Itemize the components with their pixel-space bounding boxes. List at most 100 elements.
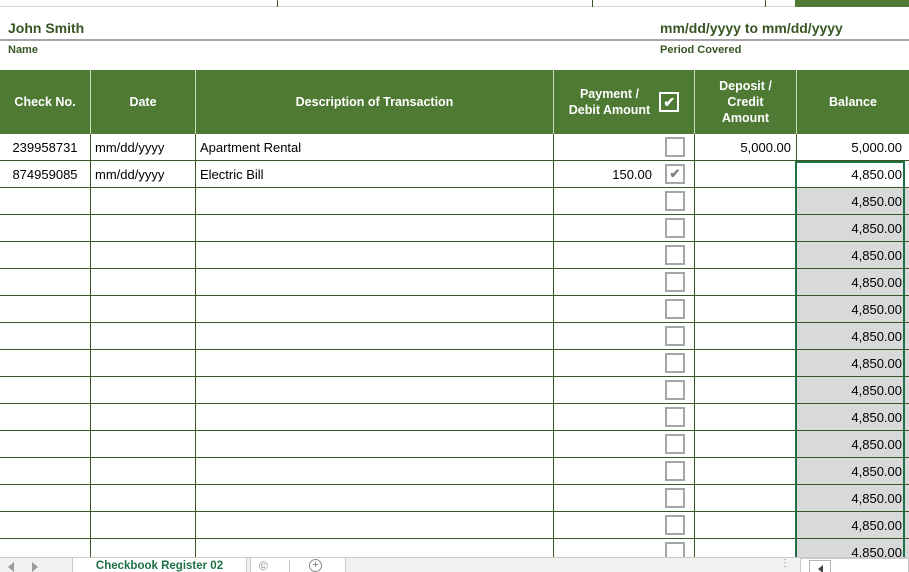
payment-cell[interactable] (554, 134, 695, 160)
deposit-cell[interactable] (695, 431, 797, 457)
deposit-cell[interactable] (695, 539, 797, 557)
description-cell[interactable] (196, 215, 554, 241)
deposit-cell[interactable] (695, 485, 797, 511)
date-cell[interactable] (91, 377, 196, 403)
next-sheet-icon[interactable] (32, 562, 38, 572)
check-no-cell[interactable] (0, 350, 91, 376)
check-no-cell[interactable] (0, 323, 91, 349)
payment-cell[interactable] (554, 350, 695, 376)
payment-cell[interactable] (554, 404, 695, 430)
payment-cell[interactable] (554, 188, 695, 214)
date-cell[interactable]: mm/dd/yyyy (91, 161, 196, 187)
date-cell[interactable] (91, 485, 196, 511)
cleared-checkbox[interactable] (665, 353, 685, 373)
date-cell[interactable] (91, 242, 196, 268)
description-cell[interactable] (196, 431, 554, 457)
balance-cell[interactable]: 4,850.00 (797, 215, 909, 241)
account-holder-name[interactable]: John Smith (8, 20, 85, 36)
balance-cell[interactable]: 4,850.00 (797, 485, 909, 511)
date-cell[interactable] (91, 512, 196, 538)
deposit-cell[interactable] (695, 188, 797, 214)
payment-cell[interactable] (554, 485, 695, 511)
balance-cell[interactable]: 4,850.00 (797, 269, 909, 295)
balance-cell[interactable]: 4,850.00 (797, 377, 909, 403)
check-no-cell[interactable]: 874959085 (0, 161, 91, 187)
date-cell[interactable] (91, 431, 196, 457)
cleared-checkbox[interactable] (665, 218, 685, 238)
payment-cell[interactable] (554, 296, 695, 322)
date-cell[interactable] (91, 296, 196, 322)
cleared-checkbox[interactable] (665, 299, 685, 319)
cleared-checkbox[interactable] (665, 245, 685, 265)
description-cell[interactable] (196, 485, 554, 511)
check-no-cell[interactable] (0, 188, 91, 214)
cleared-checkbox[interactable] (665, 488, 685, 508)
description-cell[interactable] (196, 458, 554, 484)
deposit-cell[interactable]: 5,000.00 (695, 134, 797, 160)
check-no-cell[interactable] (0, 296, 91, 322)
balance-cell[interactable]: 4,850.00 (797, 188, 909, 214)
balance-cell[interactable]: 4,850.00 (797, 404, 909, 430)
date-cell[interactable] (91, 404, 196, 430)
payment-cell[interactable] (554, 512, 695, 538)
cleared-checkbox[interactable] (665, 326, 685, 346)
payment-cell[interactable] (554, 458, 695, 484)
balance-cell[interactable]: 4,850.00 (797, 512, 909, 538)
cleared-checkbox[interactable] (665, 461, 685, 481)
balance-cell[interactable]: 4,850.00 (797, 296, 909, 322)
cleared-checkbox[interactable] (665, 515, 685, 535)
deposit-cell[interactable] (695, 350, 797, 376)
cleared-checkbox[interactable] (665, 272, 685, 292)
description-cell[interactable] (196, 188, 554, 214)
cleared-checkbox[interactable] (665, 380, 685, 400)
description-cell[interactable] (196, 269, 554, 295)
date-cell[interactable] (91, 269, 196, 295)
cleared-checkbox[interactable] (665, 542, 685, 557)
period-covered-value[interactable]: mm/dd/yyyy to mm/dd/yyyy (660, 20, 843, 36)
deposit-cell[interactable] (695, 458, 797, 484)
payment-cell[interactable] (554, 323, 695, 349)
check-no-cell[interactable] (0, 431, 91, 457)
description-cell[interactable] (196, 296, 554, 322)
deposit-cell[interactable] (695, 404, 797, 430)
payment-cell[interactable] (554, 377, 695, 403)
check-no-cell[interactable] (0, 458, 91, 484)
check-no-cell[interactable] (0, 269, 91, 295)
check-no-cell[interactable] (0, 377, 91, 403)
description-cell[interactable] (196, 377, 554, 403)
description-cell[interactable] (196, 323, 554, 349)
balance-cell[interactable]: 4,850.00 (797, 458, 909, 484)
balance-cell[interactable]: 4,850.00 (797, 350, 909, 376)
description-cell[interactable]: Electric Bill (196, 161, 554, 187)
balance-cell[interactable]: 4,850.00 (851, 166, 902, 182)
active-sheet-tab[interactable]: Checkbook Register 02 (72, 558, 247, 572)
deposit-cell[interactable] (695, 242, 797, 268)
description-cell[interactable]: Apartment Rental (196, 134, 554, 160)
description-cell[interactable] (196, 350, 554, 376)
balance-cell[interactable]: 4,850.00 (797, 431, 909, 457)
date-cell[interactable] (91, 350, 196, 376)
cleared-checkbox[interactable] (665, 137, 685, 157)
deposit-cell[interactable] (695, 269, 797, 295)
deposit-cell[interactable] (695, 215, 797, 241)
payment-cell[interactable] (554, 431, 695, 457)
check-no-cell[interactable] (0, 242, 91, 268)
deposit-cell[interactable] (695, 296, 797, 322)
cleared-checkbox[interactable] (665, 164, 685, 184)
copyright-sheet-tab[interactable]: © (259, 559, 268, 572)
payment-cell[interactable] (554, 269, 695, 295)
add-sheet-icon[interactable]: + (309, 559, 322, 572)
check-no-cell[interactable] (0, 539, 91, 557)
description-cell[interactable] (196, 539, 554, 557)
check-no-cell[interactable] (0, 215, 91, 241)
check-no-cell[interactable] (0, 512, 91, 538)
scroll-left-icon[interactable] (809, 560, 831, 572)
payment-cell[interactable] (554, 215, 695, 241)
balance-cell[interactable]: 5,000.00 (851, 139, 902, 155)
description-cell[interactable] (196, 404, 554, 430)
deposit-cell[interactable] (695, 512, 797, 538)
check-no-cell[interactable] (0, 404, 91, 430)
date-cell[interactable] (91, 458, 196, 484)
deposit-cell[interactable] (695, 377, 797, 403)
check-no-cell[interactable]: 239958731 (0, 134, 91, 160)
